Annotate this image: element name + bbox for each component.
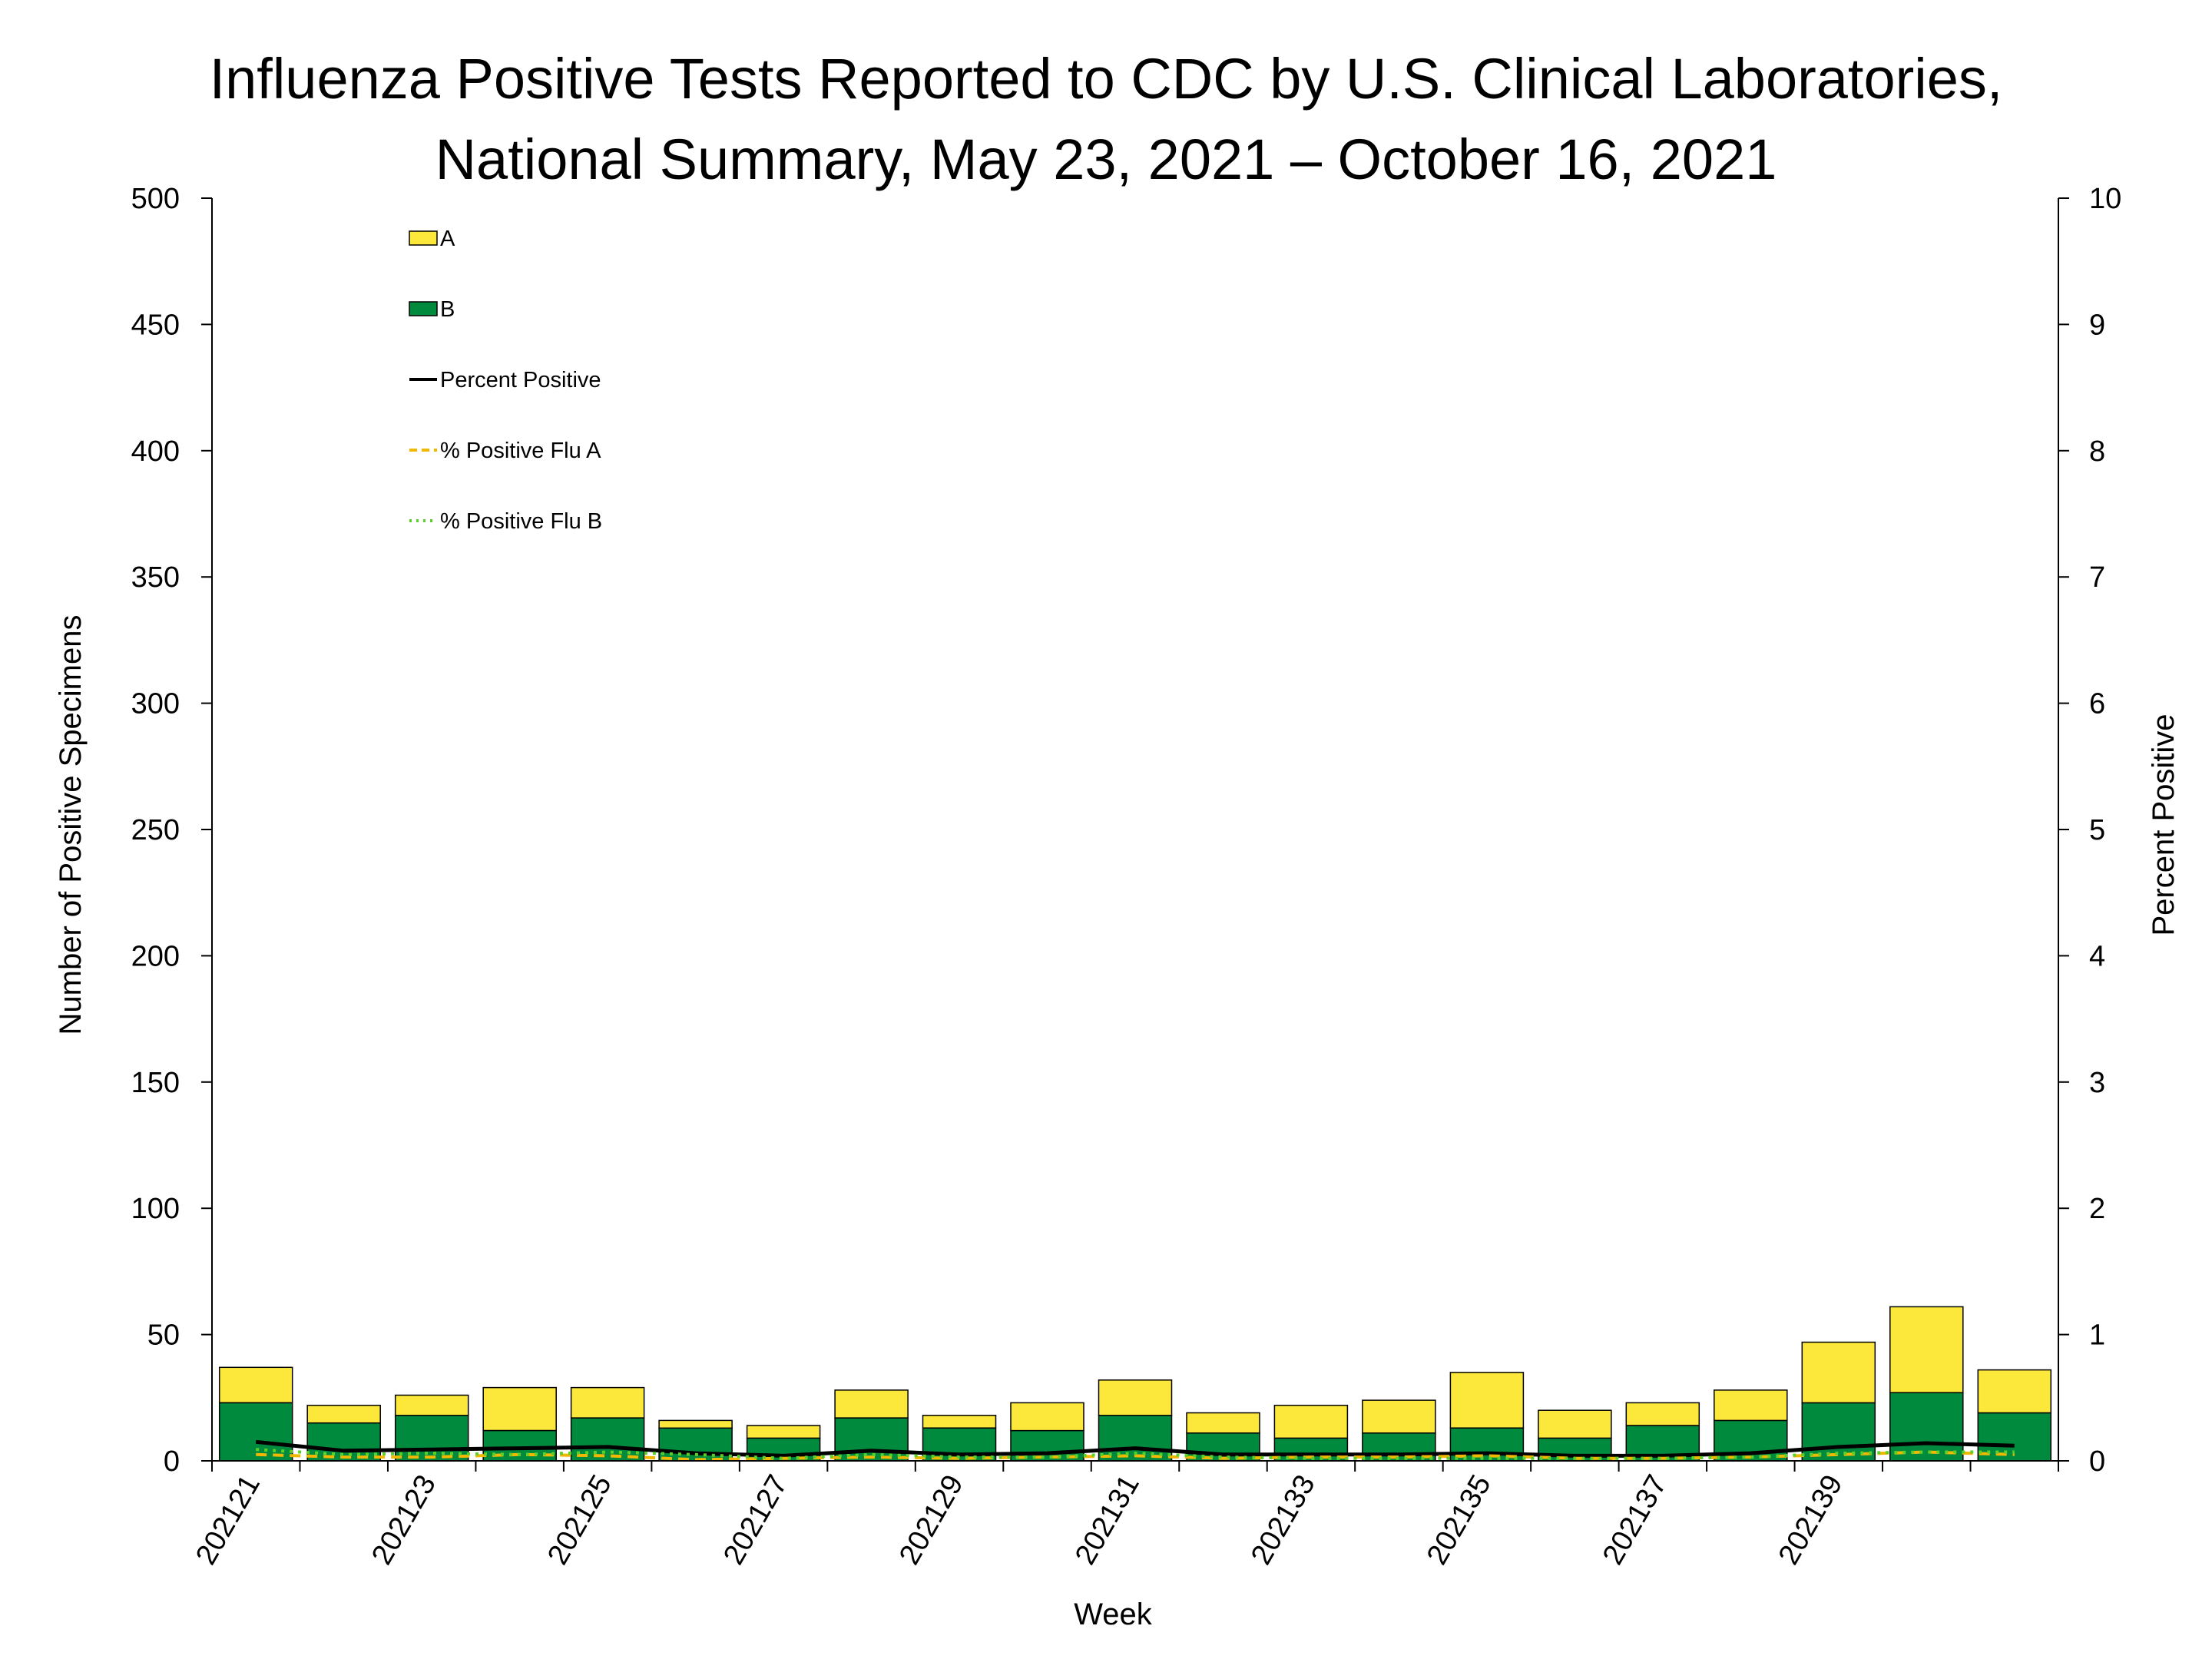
bar-a-202122 [306,1404,381,1424]
bar-a-202134 [1362,1399,1436,1434]
y-tick-label-left: 300 [131,688,180,720]
bar-a-202128 [834,1389,909,1419]
y-tick-label-left: 0 [164,1445,180,1478]
x-tick-label: 202121 [190,1470,267,1571]
bar-a-202137 [1625,1402,1700,1426]
x-tick-label: 202137 [1597,1470,1674,1571]
legend-label-0: A [440,227,455,251]
y-tick-label-right: 7 [2089,561,2105,594]
y-tick-label-right: 5 [2089,814,2105,846]
x-tick-label: 202131 [1069,1470,1146,1571]
bar-a-202127 [746,1425,821,1439]
y-axis-label-right: Percent Positive [2147,714,2181,935]
bar-a-202133 [1273,1404,1349,1439]
axes-layer [201,197,2069,1472]
chart-title-line-2: National Summary, May 23, 2021 – October… [435,127,1777,191]
x-tick-label: 202135 [1421,1470,1498,1571]
bar-a-202139 [1801,1341,1876,1404]
bar-a-202141 [1977,1369,2052,1414]
y-tick-label-right: 1 [2089,1320,2105,1352]
line-series-1 [256,1450,2015,1462]
chart-title-line-1: Influenza Positive Tests Reported to CDC… [210,47,2003,111]
bar-a-202129 [922,1415,997,1429]
legend-label-2: Percent Positive [440,368,601,392]
y-tick-label-right: 6 [2089,688,2105,720]
bars-layer [218,1306,2052,1462]
y-tick-label-left: 150 [131,1067,180,1099]
y-tick-label-left: 100 [131,1193,180,1225]
bar-a-202136 [1538,1409,1612,1439]
x-axis-label: Week [1074,1598,1153,1631]
y-tick-label-right: 9 [2089,309,2105,341]
y-tick-label-left: 350 [131,561,180,594]
bar-b-202123 [394,1415,469,1462]
bar-b-202128 [834,1417,909,1462]
y-tick-label-left: 50 [147,1320,180,1352]
y-tick-label-right: 8 [2089,435,2105,468]
legend-label-3: % Positive Flu A [440,439,601,463]
bar-a-202121 [218,1366,293,1404]
y-tick-label-right: 2 [2089,1193,2105,1225]
legend-swatch-b [409,301,438,316]
y-tick-label-right: 4 [2089,940,2105,972]
bar-a-202140 [1889,1306,1964,1393]
bar-b-202132 [1186,1432,1260,1462]
lines-layer [255,1439,2015,1462]
legend-swatch-a [409,230,438,246]
x-tick-label: 202129 [893,1470,970,1571]
y-axis-label-left: Number of Positive Specimens [54,615,88,1035]
bar-a-202138 [1714,1389,1788,1422]
bar-b-202140 [1889,1392,1964,1462]
y-tick-label-left: 250 [131,814,180,846]
x-tick-label: 202127 [717,1470,794,1571]
bar-a-202126 [658,1419,733,1429]
line-series-0 [255,1439,2015,1458]
legend-label-4: % Positive Flu B [440,509,602,534]
bar-a-202130 [1010,1402,1084,1432]
x-tick-label: 202133 [1245,1470,1322,1571]
y-tick-label-left: 450 [131,309,180,341]
y-tick-label-left: 500 [131,183,180,215]
bar-b-202121 [218,1402,293,1462]
bar-a-202135 [1449,1372,1525,1429]
bar-b-202122 [306,1422,381,1462]
y-tick-label-left: 200 [131,940,180,972]
line-series-2 [256,1448,2015,1460]
y-tick-label-right: 0 [2089,1445,2105,1478]
bar-a-202124 [482,1386,557,1432]
bar-a-202123 [394,1394,469,1416]
y-tick-label-right: 3 [2089,1067,2105,1099]
legend-label-1: B [440,297,455,322]
y-tick-label-right: 10 [2089,183,2121,215]
bar-a-202125 [570,1386,645,1419]
y-tick-label-left: 400 [131,435,180,468]
x-tick-label: 202123 [366,1470,442,1571]
bar-b-202139 [1801,1402,1876,1462]
bar-a-202131 [1098,1379,1173,1416]
x-tick-label: 202139 [1773,1470,1849,1571]
legend: A B Percent Positive % Positive Flu A % Posi… [409,227,602,534]
x-tick-label: 202125 [541,1470,618,1571]
bar-a-202132 [1186,1412,1260,1434]
